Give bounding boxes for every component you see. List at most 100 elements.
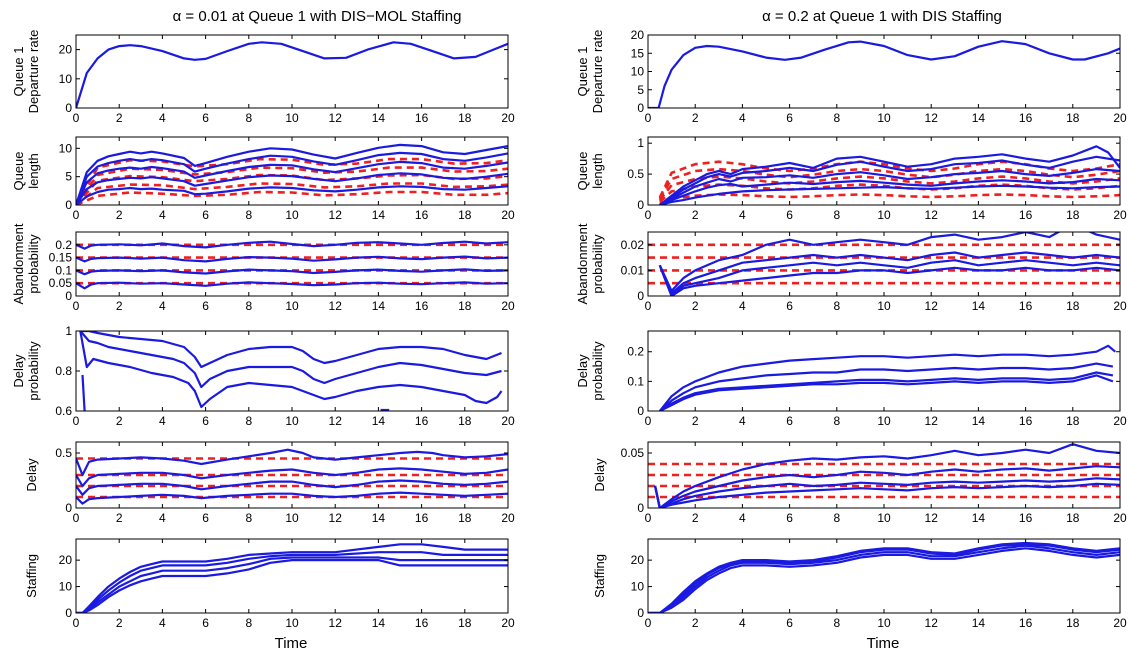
x-tick-label: 8 [245, 111, 252, 125]
y-tick-label: 0.5 [55, 446, 72, 460]
y-tick-label: 15 [631, 46, 645, 60]
series-line-5 [76, 268, 508, 276]
x-tick-label: 10 [877, 208, 891, 222]
y-axis-label: Delay [24, 458, 39, 492]
y-tick-label: 0 [65, 501, 72, 515]
x-tick-label: 4 [159, 414, 166, 428]
x-tick-label: 18 [458, 616, 472, 630]
x-tick-label: 14 [372, 414, 386, 428]
series-line-4 [76, 281, 508, 290]
series-line-7 [76, 160, 508, 205]
x-tick-label: 14 [972, 616, 986, 630]
x-tick-label: 8 [833, 299, 840, 313]
series-group [658, 344, 1117, 411]
x-tick-label: 14 [972, 111, 986, 125]
x-tick-label: 4 [739, 414, 746, 428]
y-axis-label-line: Delay [592, 458, 607, 492]
y-axis-label-line: length [590, 153, 605, 188]
series-line-1 [659, 371, 1114, 411]
series-group [76, 240, 508, 290]
series-line-0 [648, 40, 1120, 108]
series-line-0 [648, 547, 1120, 613]
y-tick-label: 0.5 [627, 167, 644, 181]
x-tick-label: 2 [692, 414, 699, 428]
series-group [658, 145, 1120, 205]
y-axis-label-line: Queue 1 [11, 47, 26, 97]
series-line-5 [76, 185, 508, 205]
x-tick-label: 8 [833, 208, 840, 222]
x-tick-label: 10 [285, 616, 299, 630]
axes-frame [647, 330, 1121, 412]
axes-frame [75, 231, 509, 297]
series-line-3 [79, 331, 502, 389]
x-tick-label: 8 [833, 616, 840, 630]
x-tick-label: 8 [245, 511, 252, 525]
x-tick-label: 6 [202, 414, 209, 428]
series-line-4 [658, 264, 1120, 296]
x-tick-label: 4 [159, 208, 166, 222]
y-axis-label: Delayprobability [575, 341, 605, 401]
x-tick-label: 0 [645, 208, 652, 222]
x-tick-label: 0 [73, 414, 80, 428]
x-tick-label: 4 [739, 299, 746, 313]
x-tick-label: 2 [116, 208, 123, 222]
subplot-r3: 0 2 4 6 8 10 12 14 16 18 20 0 0.01 0.02 Abandonmentpro… [575, 223, 1127, 313]
series-line-0 [76, 558, 508, 613]
x-tick-label: 8 [245, 414, 252, 428]
series-line-6 [658, 251, 1120, 295]
y-axis-label: Staffing [592, 554, 607, 598]
series-line-9 [76, 143, 508, 205]
series-line-0 [81, 374, 86, 411]
y-tick-label: 10 [59, 141, 73, 155]
y-axis-label-line: probability [590, 341, 605, 401]
series-line-6 [654, 465, 1120, 508]
series-line-2 [659, 362, 1114, 411]
series-line-2 [76, 551, 508, 613]
y-axis-label: Abandonmentprobability [11, 223, 41, 304]
y-axis-label-line: length [26, 153, 41, 188]
y-tick-label: 0 [637, 404, 644, 418]
x-tick-label: 6 [786, 616, 793, 630]
y-tick-label: 10 [59, 72, 73, 86]
right-time-axis-label: Time [867, 635, 900, 652]
x-tick-label: 0 [73, 299, 80, 313]
x-tick-label: 12 [925, 208, 939, 222]
series-line-1 [76, 556, 508, 613]
y-axis-label-line: Departure rate [26, 30, 41, 114]
x-tick-label: 20 [1113, 208, 1127, 222]
y-tick-label: 0 [637, 198, 644, 212]
reference-line-2 [76, 173, 508, 205]
series-line-2 [79, 331, 503, 409]
y-tick-label: 1 [65, 324, 72, 338]
series-line-4 [80, 331, 502, 369]
series-line-7 [76, 448, 508, 477]
x-tick-label: 8 [245, 299, 252, 313]
y-axis-label: Abandonmentprobability [575, 223, 605, 304]
series-group [76, 448, 508, 505]
x-tick-label: 6 [786, 414, 793, 428]
x-tick-label: 16 [1019, 111, 1033, 125]
x-tick-label: 16 [415, 111, 429, 125]
x-tick-label: 8 [833, 111, 840, 125]
y-tick-label: 10 [59, 580, 73, 594]
x-tick-label: 18 [458, 414, 472, 428]
y-tick-label: 10 [631, 580, 645, 594]
series-line-6 [76, 255, 508, 263]
series-line-6 [76, 467, 508, 488]
y-axis-label-line: Staffing [24, 554, 39, 598]
x-tick-label: 12 [925, 511, 939, 525]
x-tick-label: 14 [972, 208, 986, 222]
y-tick-label: 0.05 [49, 276, 73, 290]
x-tick-label: 18 [458, 511, 472, 525]
subplot-l6: 0 2 4 6 8 10 12 14 16 18 20 0 10 20 Staffing [24, 538, 515, 630]
x-tick-label: 16 [415, 299, 429, 313]
x-tick-label: 18 [1066, 511, 1080, 525]
left-column-title: α = 0.01 at Queue 1 with DIS−MOL Staffin… [173, 8, 462, 25]
x-tick-label: 4 [159, 511, 166, 525]
series-line-4 [654, 482, 1120, 508]
series-line-7 [658, 232, 1120, 292]
x-tick-label: 8 [245, 208, 252, 222]
x-tick-label: 14 [972, 299, 986, 313]
series-line-1 [648, 544, 1120, 613]
